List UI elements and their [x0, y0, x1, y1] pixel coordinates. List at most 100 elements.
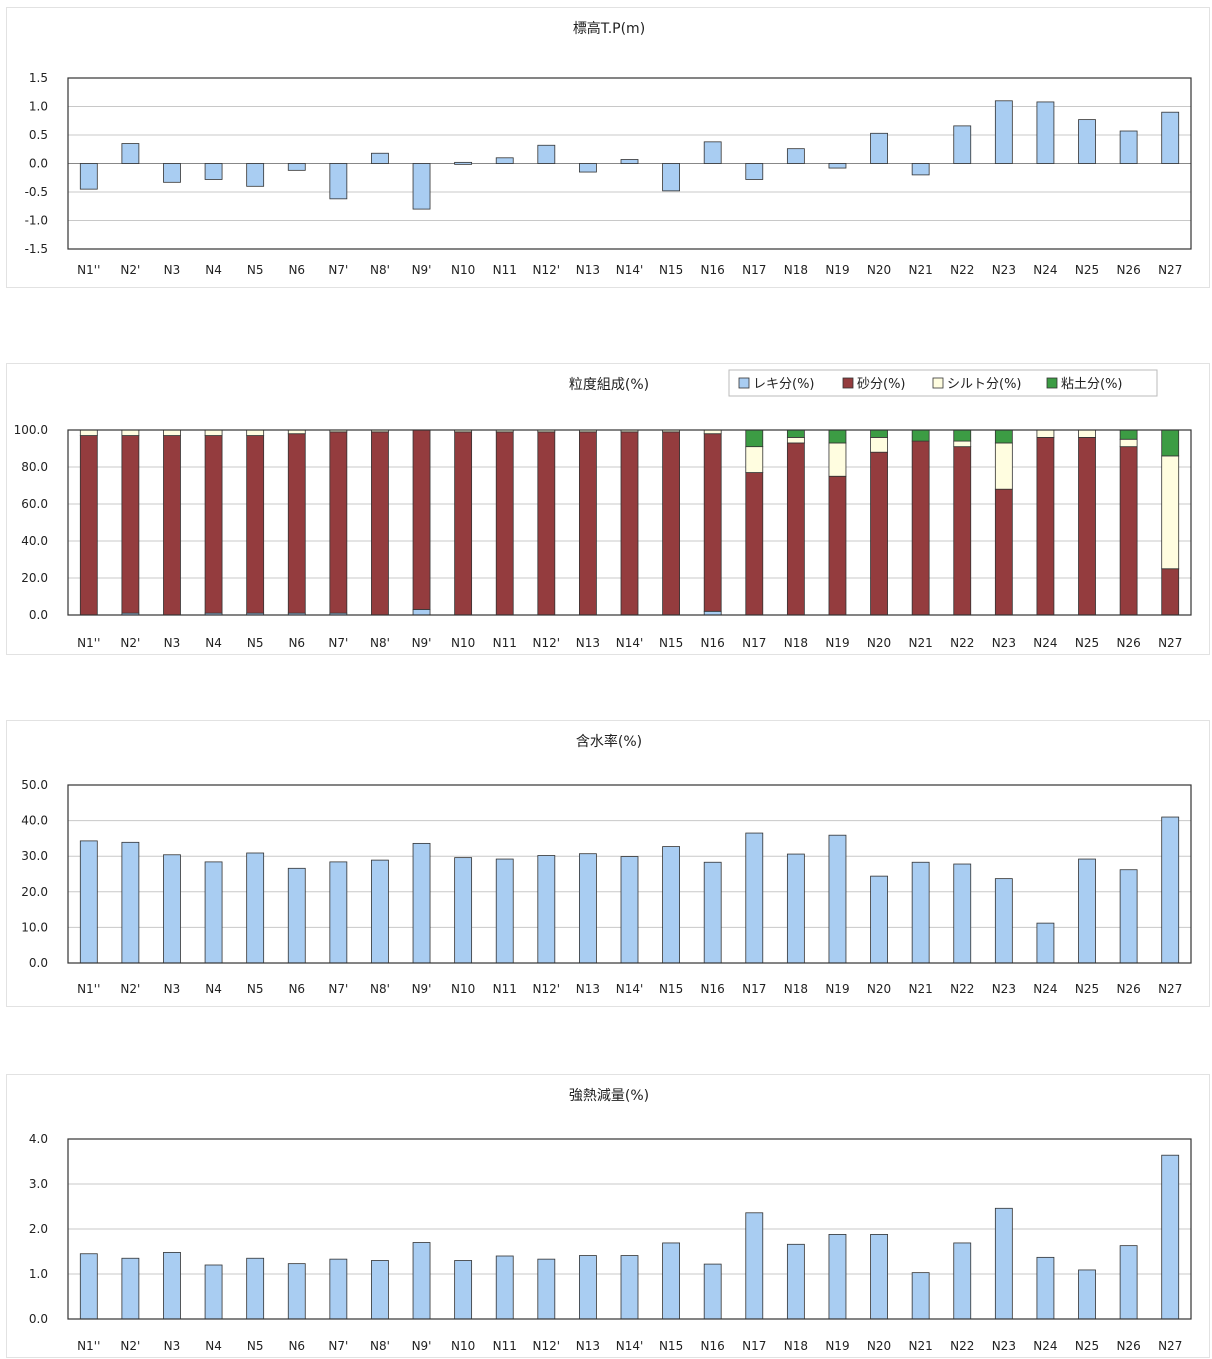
water-content-chart-panel: 含水率(%) 50.0 40.0 30.0 20.0 10.0 0.0 N1'' N2' N3 N4…	[6, 720, 1210, 1007]
chart-title: 粒度組成(%)	[569, 377, 649, 393]
x-tick-label: N24	[1033, 263, 1057, 277]
bar-segment	[1036, 429, 1055, 438]
x-tick-label: N26	[1116, 636, 1140, 650]
bar	[620, 856, 639, 964]
x-tick-label: N7'	[328, 636, 348, 650]
x-tick-label: N2'	[120, 1339, 140, 1353]
bar	[371, 152, 389, 164]
bar	[121, 841, 140, 964]
x-tick-label: N18	[784, 636, 808, 650]
x-tick-label: N18	[784, 982, 808, 996]
x-tick-label: N3	[164, 263, 181, 277]
x-tick-label: N27	[1158, 1339, 1182, 1353]
x-tick-label: N2'	[120, 636, 140, 650]
bar	[828, 834, 847, 964]
bar	[79, 163, 98, 190]
bar-segment	[246, 429, 265, 436]
x-tick-label: N20	[867, 1339, 891, 1353]
bar	[246, 163, 265, 187]
bar	[121, 1257, 140, 1320]
bar	[1161, 111, 1180, 164]
bar	[828, 1233, 847, 1320]
x-tick-label: N26	[1116, 1339, 1140, 1353]
bar-segment	[870, 437, 888, 453]
bar	[745, 832, 764, 964]
bar	[329, 861, 348, 964]
x-tick-label: N27	[1158, 263, 1182, 277]
bar	[703, 141, 722, 164]
bar-segment	[911, 440, 930, 616]
bar	[994, 100, 1013, 164]
plot-frame	[67, 1138, 1192, 1320]
x-tick-label: N24	[1033, 1339, 1057, 1353]
bar	[870, 1233, 888, 1320]
x-tick-label: N17	[742, 636, 766, 650]
bar	[786, 148, 805, 164]
bar-segment	[745, 472, 764, 616]
x-tick-label: N4	[205, 263, 222, 277]
x-tick-label: N26	[1116, 263, 1140, 277]
bar	[287, 1263, 306, 1320]
bar-segment	[79, 435, 98, 616]
bar-segment	[1078, 437, 1096, 616]
chart-title: 標高T.P(m)	[573, 20, 645, 37]
x-tick-label: N4	[205, 636, 222, 650]
legend-label: シルト分(%)	[947, 377, 1022, 392]
x-tick-label: N23	[992, 263, 1016, 277]
x-tick-label: N10	[451, 263, 475, 277]
x-tick-label: N14'	[616, 1339, 644, 1353]
bar-segment	[994, 488, 1013, 616]
x-tick-label: N19	[825, 982, 849, 996]
x-tick-label: N2'	[120, 263, 140, 277]
x-tick-label: N11	[493, 636, 517, 650]
bar-segment	[163, 429, 181, 436]
bar	[246, 1257, 265, 1320]
bar	[329, 1258, 348, 1320]
x-tick-label: N11	[493, 263, 517, 277]
bar-segment	[371, 431, 389, 616]
x-tick-label: N21	[909, 636, 933, 650]
x-tick-label: N15	[659, 1339, 683, 1353]
plot-frame	[67, 429, 1192, 616]
x-tick-label: N24	[1033, 636, 1057, 650]
y-tick-label: 20.0	[21, 885, 48, 899]
bar-segment	[579, 431, 597, 616]
bar	[579, 853, 597, 964]
x-tick-label: N10	[451, 636, 475, 650]
x-tick-label: N14'	[616, 636, 644, 650]
bar	[1078, 119, 1096, 164]
elevation-chart-panel: 標高T.P(m) 1.5 1.0 0.5 0.0 -0.5 -1.0 -1.5 N1'' N2' N…	[6, 7, 1210, 288]
y-tick-label: 1.0	[29, 100, 48, 114]
x-tick-label: N24	[1033, 982, 1057, 996]
bar-segment	[953, 429, 972, 442]
grain-size-chart-panel: 粒度組成(%) 100.0 80.0 60.0 40.0 20.0 0.0 N1'' N2' N3…	[6, 363, 1210, 655]
bar	[495, 1255, 514, 1320]
bar	[994, 878, 1013, 964]
x-tick-label: N17	[742, 982, 766, 996]
x-tick-label: N5	[247, 982, 264, 996]
bar-segment	[121, 429, 140, 436]
bar-segment	[911, 429, 930, 442]
bar-segment	[412, 429, 431, 610]
x-tick-label: N11	[493, 982, 517, 996]
bar	[163, 163, 181, 183]
y-tick-label: 60.0	[21, 497, 48, 511]
x-tick-label: N13	[576, 982, 600, 996]
bar	[1161, 816, 1180, 964]
x-tick-label: N9'	[412, 636, 432, 650]
x-tick-label: N17	[742, 1339, 766, 1353]
legend-swatch	[932, 377, 944, 389]
x-tick-label: N12'	[533, 263, 561, 277]
x-tick-label: N3	[164, 1339, 181, 1353]
bar-segment	[204, 429, 223, 436]
bar	[495, 858, 514, 964]
bar	[870, 132, 888, 164]
y-tick-label: 80.0	[21, 460, 48, 474]
bar	[1078, 858, 1096, 964]
bar	[662, 163, 680, 192]
y-tick-label: -1.0	[25, 214, 48, 228]
x-tick-label: N5	[247, 1339, 264, 1353]
y-tick-label: -0.5	[25, 185, 48, 199]
bar-segment	[745, 446, 764, 473]
bar-segment	[1119, 446, 1138, 616]
